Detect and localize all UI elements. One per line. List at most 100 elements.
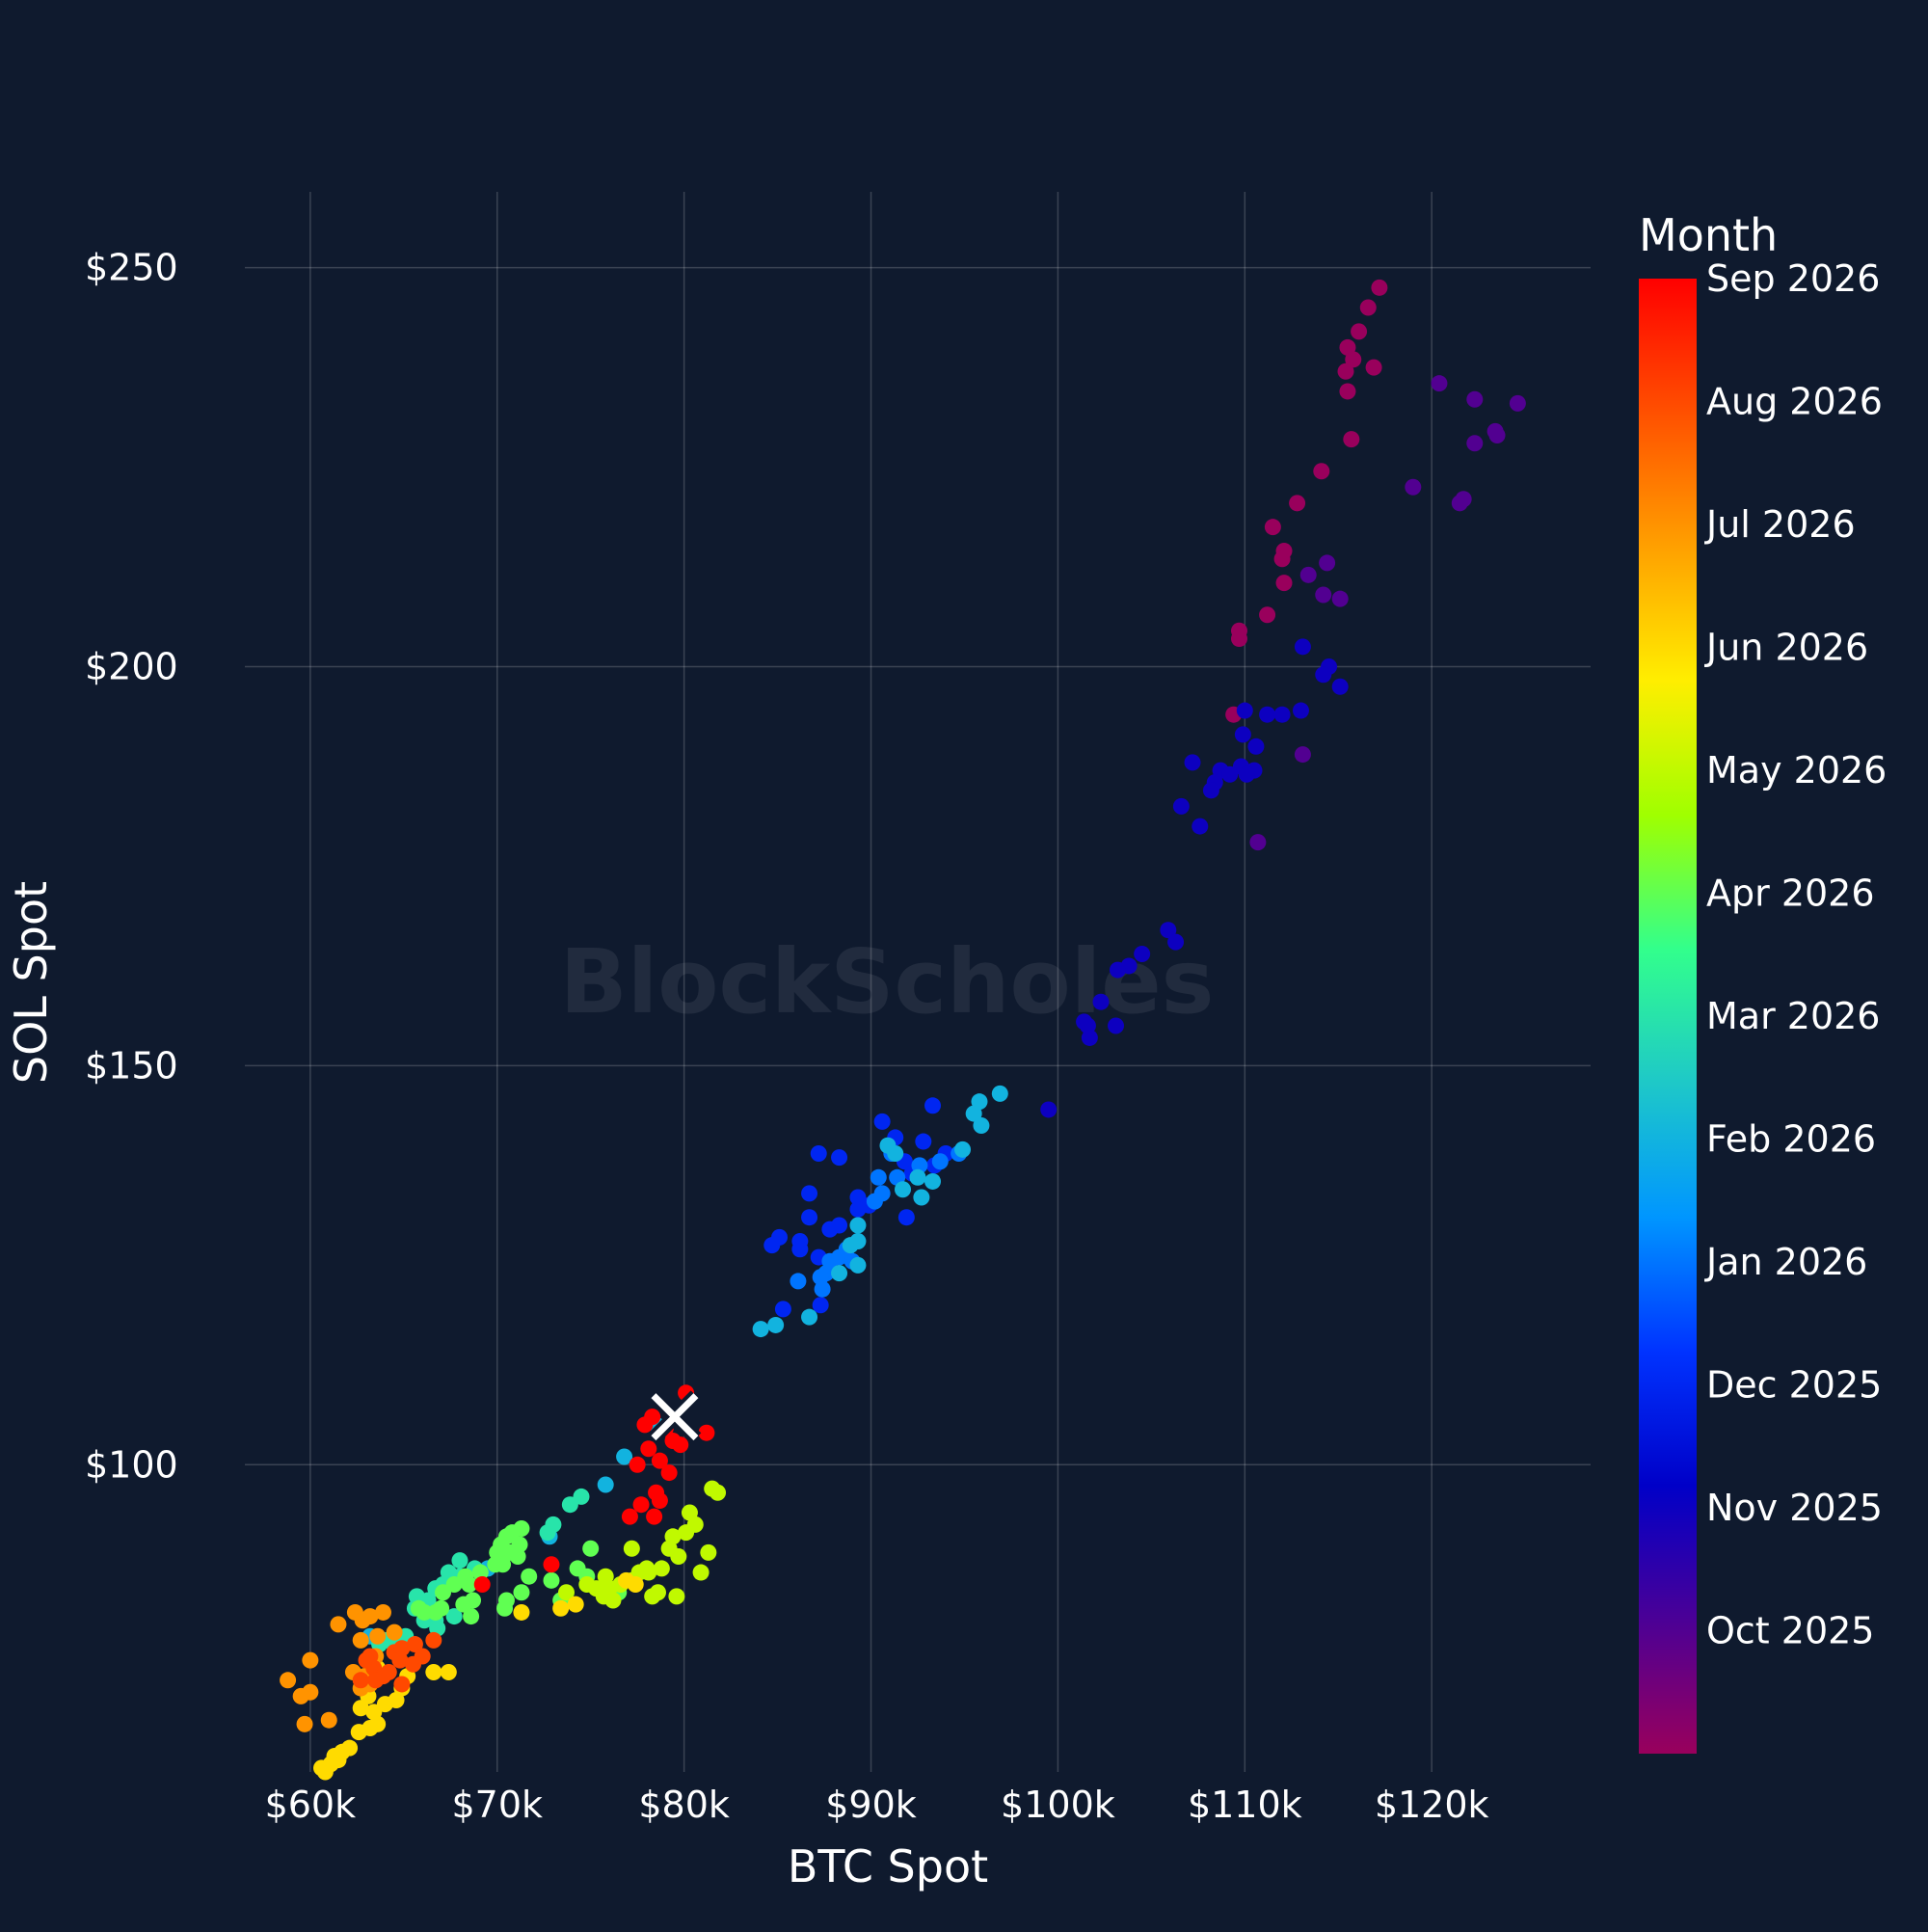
data-point	[651, 1492, 668, 1510]
data-point	[1275, 575, 1293, 592]
data-point	[653, 1560, 670, 1577]
data-point	[1273, 706, 1291, 723]
colorbar-tick-label: May 2026	[1706, 749, 1887, 792]
data-point	[636, 1416, 654, 1434]
colorbar: Month Oct 2025 Nov 2025 Dec 2025 Jan 2026 Fe…	[1639, 209, 1887, 1754]
y-tick-label: $100	[85, 1443, 178, 1486]
data-point	[660, 1540, 678, 1557]
colorbar-tick-label: Sep 2026	[1706, 257, 1880, 300]
data-point	[1273, 550, 1291, 568]
data-point	[352, 1700, 369, 1717]
data-point	[698, 1424, 715, 1441]
x-tick-label: $100k	[1001, 1784, 1115, 1826]
x-tick-label: $80k	[638, 1784, 730, 1826]
data-point	[692, 1564, 710, 1581]
data-point	[831, 1248, 848, 1266]
data-point	[767, 1316, 785, 1333]
data-point	[296, 1715, 313, 1732]
data-point	[495, 1556, 512, 1573]
data-point	[1238, 765, 1255, 783]
data-point	[1108, 1017, 1125, 1034]
data-point	[873, 1113, 891, 1130]
data-point	[552, 1599, 570, 1617]
data-point	[752, 1321, 769, 1338]
data-point	[991, 1085, 1008, 1102]
data-point	[1160, 922, 1177, 939]
data-point	[1431, 375, 1448, 392]
data-point	[909, 1168, 926, 1186]
data-point	[435, 1584, 452, 1601]
data-point	[1289, 495, 1306, 512]
data-point	[1365, 359, 1382, 376]
data-point	[1359, 299, 1377, 316]
data-point	[414, 1648, 431, 1665]
data-point	[509, 1548, 526, 1565]
data-point	[386, 1623, 403, 1641]
data-point	[1040, 1101, 1058, 1118]
data-point	[320, 1711, 337, 1729]
data-point	[849, 1256, 867, 1274]
colorbar-tick-label: Oct 2025	[1706, 1610, 1875, 1652]
data-point	[425, 1664, 442, 1681]
data-point	[700, 1543, 717, 1561]
data-point	[410, 1599, 427, 1617]
y-axis-label: SOL Spot	[5, 881, 57, 1084]
colorbar-gradient	[1639, 279, 1697, 1754]
data-point	[1259, 706, 1276, 723]
x-axis-label: BTC Spot	[788, 1840, 988, 1892]
data-point	[1337, 362, 1354, 380]
data-point	[330, 1616, 347, 1633]
data-points	[280, 279, 1526, 1781]
data-point	[578, 1575, 596, 1593]
data-point	[561, 1496, 578, 1514]
data-point	[352, 1672, 369, 1689]
data-point	[1488, 426, 1506, 443]
data-point	[352, 1631, 369, 1649]
data-point	[1234, 726, 1251, 743]
data-point	[1319, 554, 1336, 572]
data-point	[1184, 754, 1201, 771]
data-point	[1345, 351, 1362, 368]
data-point	[1292, 702, 1309, 719]
data-point	[1371, 279, 1388, 296]
data-point	[312, 1759, 330, 1777]
data-point	[1294, 746, 1311, 764]
colorbar-ticks: Oct 2025 Nov 2025 Dec 2025 Jan 2026 Feb 2026…	[1704, 257, 1887, 1652]
x-tick-label: $110k	[1188, 1784, 1302, 1826]
data-point	[1315, 586, 1332, 604]
data-point	[1299, 566, 1317, 583]
data-point	[445, 1608, 463, 1625]
data-point	[831, 1265, 848, 1282]
data-point	[831, 1149, 848, 1167]
data-point	[965, 1105, 982, 1122]
data-point	[973, 1117, 990, 1134]
data-point	[1249, 834, 1267, 851]
data-point	[849, 1200, 867, 1218]
data-point	[710, 1484, 727, 1501]
x-tick-label: $60k	[265, 1784, 357, 1826]
y-tick-label: $200	[85, 646, 178, 688]
data-point	[763, 1237, 781, 1254]
data-point	[1331, 678, 1349, 695]
data-point	[425, 1631, 442, 1649]
data-point	[1294, 638, 1311, 656]
marker-x	[651, 1393, 699, 1441]
colorbar-tick-label: Aug 2026	[1706, 381, 1883, 423]
data-point	[1236, 702, 1253, 719]
data-point	[887, 1144, 904, 1162]
data-point	[513, 1603, 530, 1621]
y-tick-label: $250	[85, 247, 178, 289]
colorbar-tick-label: Feb 2026	[1706, 1118, 1876, 1161]
data-point	[1405, 478, 1422, 496]
data-point	[367, 1672, 385, 1689]
data-point	[623, 1540, 640, 1557]
data-point	[1172, 797, 1190, 815]
data-point	[924, 1172, 942, 1190]
data-point	[350, 1724, 367, 1741]
data-point	[810, 1144, 827, 1162]
data-point	[1509, 394, 1526, 412]
data-point	[440, 1664, 457, 1681]
data-point	[915, 1133, 932, 1150]
data-point	[812, 1297, 829, 1314]
data-point	[1264, 519, 1281, 536]
